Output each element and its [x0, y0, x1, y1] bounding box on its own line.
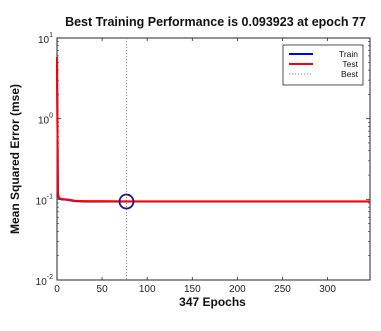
y-tick-exponent: -1: [47, 193, 53, 200]
legend-label: Best: [341, 69, 359, 79]
x-tick-label: 50: [97, 284, 109, 295]
y-tick-exponent: 1: [49, 32, 53, 39]
y-tick-base: 10: [38, 116, 50, 127]
x-axis-label: 347 Epochs: [179, 295, 246, 309]
x-tick-label: 300: [319, 284, 336, 295]
y-tick-label: 10-2: [36, 274, 53, 288]
x-tick-label: 0: [54, 284, 60, 295]
y-tick-label: 100: [38, 113, 53, 127]
series-line-test: [56, 57, 370, 203]
y-tick-base: 10: [38, 35, 50, 46]
y-axis-label: Mean Squared Error (mse): [8, 84, 22, 234]
x-tick-label: 100: [139, 284, 156, 295]
legend-label: Test: [342, 59, 358, 69]
y-tick-base: 10: [36, 196, 48, 207]
x-tick-label: 200: [229, 284, 246, 295]
y-tick-base: 10: [36, 277, 48, 288]
x-tick-label: 250: [274, 284, 291, 295]
x-tick-label: 150: [184, 284, 201, 295]
y-tick-exponent: -2: [47, 274, 53, 281]
chart-title: Best Training Performance is 0.093923 at…: [65, 15, 366, 29]
best-point-marker: [118, 193, 135, 210]
legend-label: Train: [339, 49, 358, 59]
y-tick-label: 10-1: [36, 193, 53, 207]
y-tick-exponent: 0: [49, 113, 53, 120]
y-tick-label: 101: [38, 32, 53, 46]
